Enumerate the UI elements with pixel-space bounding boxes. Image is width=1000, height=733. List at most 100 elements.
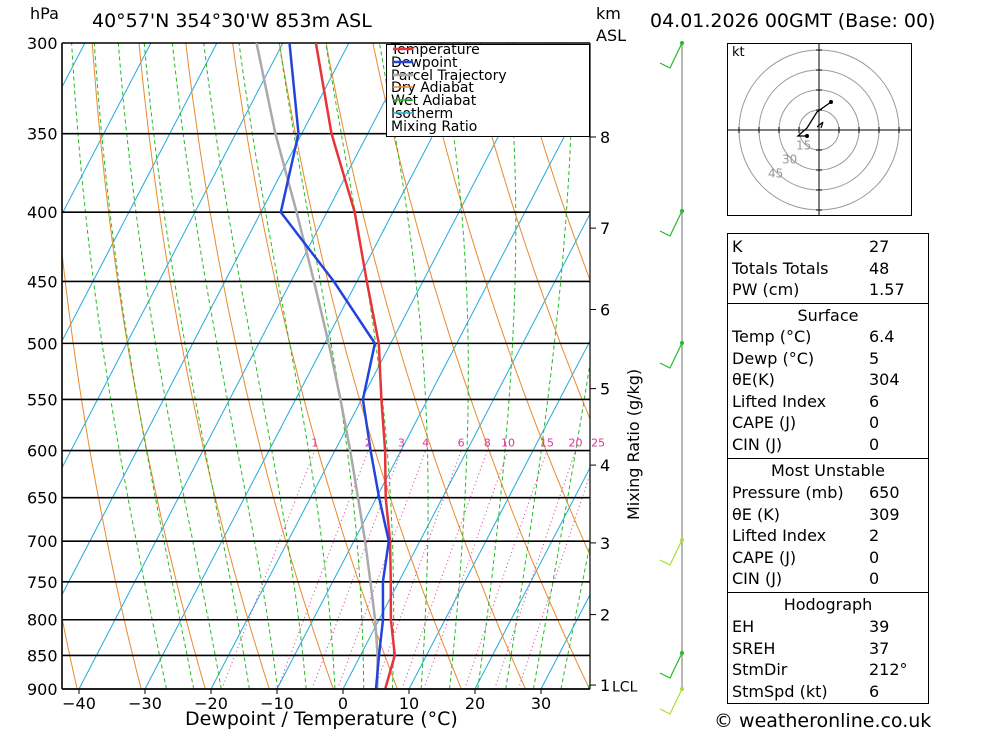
location-title: 40°57'N 354°30'W 853m ASL xyxy=(92,10,372,32)
legend-label: Dewpoint xyxy=(391,54,458,71)
x-tick-label: 30 xyxy=(531,694,551,713)
wind-barb-icon xyxy=(659,210,683,237)
mixing-ratio-axis-label: Mixing Ratio (g/kg) xyxy=(624,368,643,520)
index-value: 212° xyxy=(869,660,908,679)
index-value: 2 xyxy=(869,526,880,545)
lcl-label: LCL xyxy=(612,680,638,696)
index-label: CIN (J) xyxy=(732,569,783,588)
hodograph-point xyxy=(829,100,833,104)
legend-item: Dewpoint xyxy=(391,54,458,71)
legend-swatch xyxy=(393,60,413,64)
table-row: CIN (J) 0 xyxy=(728,434,928,456)
pressure-tick-label: 650 xyxy=(27,489,58,508)
dry-adiabat-line xyxy=(138,43,270,689)
index-label: CIN (J) xyxy=(732,434,783,454)
mixing-ratio-label: 6 xyxy=(458,437,465,450)
table-row: CIN (J) 0 xyxy=(728,568,928,590)
index-label: StmSpd (kt) xyxy=(732,681,828,701)
isotherm-line xyxy=(62,43,152,216)
index-value: 27 xyxy=(869,237,890,256)
series-line-dewpoint xyxy=(279,43,391,689)
x-tick-label: −10 xyxy=(260,694,294,713)
isotherm-line xyxy=(78,43,416,689)
dry-adiabat-line xyxy=(62,248,142,689)
pressure-tick-label: 450 xyxy=(27,272,58,291)
mixing-ratio-line xyxy=(464,450,548,689)
mixing-ratio-label: 25 xyxy=(591,437,605,450)
index-value: 6.4 xyxy=(869,327,895,346)
legend-swatch xyxy=(393,73,413,76)
pressure-tick-label: 800 xyxy=(27,611,58,630)
hodograph-table: EH 39 SREH 37 StmDir 212° StmSpd (kt) 6 xyxy=(728,616,928,702)
pressure-tick-label: 300 xyxy=(27,34,58,53)
index-value: 304 xyxy=(869,370,900,389)
hodograph-title: Hodograph xyxy=(783,595,873,614)
hodograph-point xyxy=(805,134,809,138)
index-value: 0 xyxy=(869,569,880,588)
legend-swatch xyxy=(393,125,413,127)
copyright-footer[interactable]: © weatheronline.co.uk xyxy=(714,710,932,732)
wind-barb-icon xyxy=(659,688,683,715)
x-axis-label: Dewpoint / Temperature (°C) xyxy=(185,708,458,730)
index-label: θE (K) xyxy=(732,504,780,524)
table-row: EH 39 xyxy=(728,616,928,638)
legend-label: Wet Adiabat xyxy=(391,93,477,110)
mixing-ratio-label: 15 xyxy=(540,437,554,450)
mixing-ratio-label: 10 xyxy=(501,437,515,450)
legend-item: Temperature xyxy=(391,42,480,58)
mixing-ratio-label: 1 xyxy=(311,437,318,450)
hodograph-panel: 15 30 45 kt xyxy=(727,43,912,216)
series-line-parcel-trajectory xyxy=(255,43,379,689)
legend-swatch xyxy=(393,86,413,89)
wet-adiabat-line xyxy=(278,43,365,689)
x-tick-label: −40 xyxy=(62,694,96,713)
hodograph-ring-label: 45 xyxy=(768,166,783,180)
table-row: PW (cm) 1.57 xyxy=(728,279,928,301)
hodograph-ring-label: 15 xyxy=(796,138,811,152)
mixing-ratio-label: 4 xyxy=(422,437,429,450)
unstable-title: Most Unstable xyxy=(771,461,885,480)
height-tick-label: 5 xyxy=(600,380,610,399)
index-value: 5 xyxy=(869,348,880,368)
index-value: 6 xyxy=(869,391,880,411)
legend-item: Wet Adiabat xyxy=(391,93,477,110)
isotherm-line xyxy=(144,43,482,689)
mixing-ratio-label: 8 xyxy=(484,437,491,450)
index-label: EH xyxy=(732,617,755,636)
index-label: StmDir xyxy=(732,660,788,679)
index-label: Lifted Index xyxy=(732,391,827,411)
index-label: Pressure (mb) xyxy=(732,483,844,502)
index-value: 39 xyxy=(869,617,890,636)
dry-adiabat-line xyxy=(372,43,590,689)
wet-adiabat-line xyxy=(117,43,222,689)
surface-title: Surface xyxy=(797,306,859,325)
height-unit-label: km xyxy=(596,4,621,23)
hodograph-unit: kt xyxy=(732,45,745,60)
index-label: Dewp (°C) xyxy=(732,348,815,368)
index-label: Totals Totals xyxy=(732,258,829,278)
indices-panel: K 27 Totals Totals 48 PW (cm) 1.57 Surface Te… xyxy=(727,233,929,704)
indices-table: K 27 Totals Totals 48 PW (cm) 1.57 xyxy=(728,236,928,301)
table-row: Lifted Index 2 xyxy=(728,525,928,547)
table-row: θE(K) 304 xyxy=(728,369,928,391)
wind-barb-icon xyxy=(659,652,683,679)
index-value: 650 xyxy=(869,483,900,502)
isotherm-line xyxy=(0,43,19,689)
index-label: Lifted Index xyxy=(732,526,827,545)
index-value: 0 xyxy=(869,434,880,454)
height-tick-label: 6 xyxy=(600,300,610,319)
index-label: CAPE (J) xyxy=(732,547,797,567)
table-row: Pressure (mb) 650 xyxy=(728,482,928,504)
index-label: CAPE (J) xyxy=(732,413,797,432)
height-tick-label: 4 xyxy=(600,456,610,475)
height-asl-label: ASL xyxy=(596,26,627,45)
index-value: 0 xyxy=(869,547,880,567)
legend-label: Temperature xyxy=(391,42,480,58)
table-row: Dewp (°C) 5 xyxy=(728,348,928,370)
isotherm-line xyxy=(276,85,590,689)
legend-label: Mixing Ratio xyxy=(391,118,478,135)
table-row: θE (K) 309 xyxy=(728,504,928,526)
wet-adiabat-line xyxy=(71,43,167,689)
